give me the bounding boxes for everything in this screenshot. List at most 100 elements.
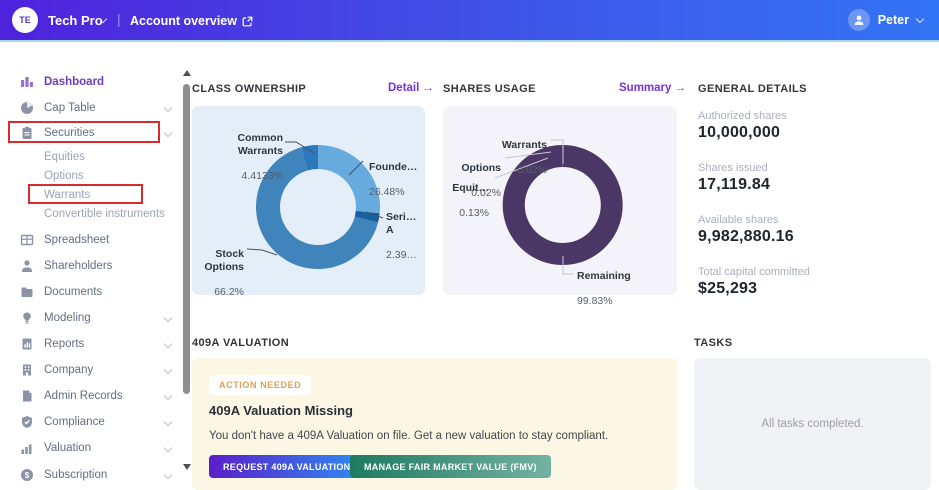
sidebar-item-shareholders[interactable]: Shareholders xyxy=(0,257,180,275)
shares-usage-summary-link[interactable]: Summary → xyxy=(619,82,687,94)
compliance-icon xyxy=(20,415,34,429)
modeling-icon xyxy=(20,311,34,325)
manage-fmv-button[interactable]: MANAGE FAIR MARKET VALUE (FMV) xyxy=(350,455,551,478)
sidebar-item-modeling[interactable]: Modeling xyxy=(0,309,180,327)
cap-table-icon xyxy=(20,101,34,115)
chevron-down-icon xyxy=(163,365,173,375)
donut-slice-remaining xyxy=(502,145,623,265)
chevron-down-icon xyxy=(163,443,173,453)
chevron-down-icon xyxy=(163,391,173,401)
stat-value: 17,119.84 xyxy=(698,176,771,193)
sidebar-item-documents[interactable]: Documents xyxy=(0,283,180,301)
user-name: Peter xyxy=(877,13,909,27)
user-menu[interactable]: Peter xyxy=(847,9,925,31)
chevron-down-icon xyxy=(163,339,173,349)
sidebar-item-valuation[interactable]: Valuation xyxy=(0,439,180,457)
valuation-409a-card: ACTION NEEDED 409A Valuation Missing You… xyxy=(192,358,677,490)
subscription-icon: $ xyxy=(20,468,34,482)
sidebar-item-admin-records[interactable]: Admin Records xyxy=(0,387,180,405)
valuation-icon xyxy=(20,441,34,455)
shares-usage-donut-chart xyxy=(494,139,623,275)
topbar-accent-line xyxy=(0,40,939,42)
stat-label: Authorized shares xyxy=(698,110,787,122)
topbar-divider: | xyxy=(117,11,121,27)
sidebar-item-convertible-instruments[interactable]: Convertible instruments xyxy=(44,208,165,220)
shares-usage-card: Warrants 0.02% Options 0.02% Equit… 0.13… xyxy=(443,106,677,307)
donut-label-series-a: Seri… A 2.39… xyxy=(386,211,417,261)
sidebar-item-warrants[interactable]: Warrants xyxy=(44,189,91,201)
account-overview-label: Account overview xyxy=(130,14,237,28)
shareholders-icon xyxy=(20,259,34,273)
chevron-down-icon xyxy=(163,417,173,427)
class-ownership-detail-link[interactable]: Detail → xyxy=(388,82,435,94)
tasks-heading: TASKS xyxy=(694,337,733,349)
sidebar-item-subscription[interactable]: $ Subscription xyxy=(0,466,180,484)
tasks-card: All tasks completed. xyxy=(694,358,931,490)
chevron-down-icon xyxy=(163,103,173,113)
user-avatar-icon xyxy=(847,9,870,31)
stat-value: 9,982,880.16 xyxy=(698,228,794,245)
topbar: TE Tech Pro | Account overview Peter xyxy=(0,0,939,40)
donut-label-equities: Equit… 0.13% xyxy=(452,182,489,220)
donut-label-stock-options: Stock Options 66.2% xyxy=(204,248,244,298)
account-overview-link[interactable]: Account overview xyxy=(130,14,253,28)
donut-label-common-warrants: Common Warrants 4.4133% xyxy=(237,132,284,182)
company-icon xyxy=(20,363,34,377)
reports-icon xyxy=(20,337,34,351)
sidebar-item-securities[interactable]: Securities xyxy=(0,124,180,142)
donut-label-remaining: Remaining 99.83% xyxy=(577,270,631,308)
class-ownership-card: Common Warrants 4.4133% Founde… 26.48% S… xyxy=(192,106,425,298)
class-ownership-donut-chart xyxy=(246,141,384,269)
general-details-heading: GENERAL DETAILS xyxy=(698,83,807,95)
sidebar-item-company[interactable]: Company xyxy=(0,361,180,379)
donut-label-warrants: Warrants 0.02% xyxy=(501,139,547,177)
action-needed-badge: ACTION NEEDED xyxy=(209,375,312,395)
donut-slice-stock-options xyxy=(255,147,379,269)
scrollbar-thumb[interactable] xyxy=(183,84,190,394)
request-409a-valuation-button[interactable]: REQUEST 409A VALUATION xyxy=(209,455,365,478)
stat-label: Total capital committed xyxy=(698,266,810,278)
class-ownership-heading: CLASS OWNERSHIP xyxy=(192,83,307,95)
chevron-down-icon xyxy=(915,14,925,24)
valuation-missing-body: You don't have a 409A Valuation on file.… xyxy=(209,430,609,442)
donut-label-options: Options 0.02% xyxy=(461,162,501,200)
sidebar-item-reports[interactable]: Reports xyxy=(0,335,180,353)
company-switcher[interactable]: Tech Pro xyxy=(48,13,103,28)
annotation-box-warrants xyxy=(28,184,143,204)
valuation-409a-heading: 409A VALUATION xyxy=(192,337,290,349)
dashboard-icon xyxy=(20,75,34,89)
donut-slice-founders xyxy=(318,145,380,214)
annotation-box-securities xyxy=(8,121,160,143)
securities-icon xyxy=(20,126,34,140)
admin-records-icon xyxy=(20,389,34,403)
company-avatar[interactable]: TE xyxy=(12,7,38,33)
documents-icon xyxy=(20,285,34,299)
donut-slice-common-warrants xyxy=(300,145,318,171)
external-link-icon xyxy=(242,16,253,27)
arrow-right-icon: → xyxy=(674,82,687,94)
donut-label-founders: Founde… 26.48% xyxy=(369,161,418,199)
chevron-down-icon xyxy=(163,128,173,138)
sidebar-item-spreadsheet[interactable]: Spreadsheet xyxy=(0,231,180,249)
chevron-down-icon xyxy=(163,470,173,480)
chevron-down-icon xyxy=(163,313,173,323)
svg-text:$: $ xyxy=(25,471,30,480)
sidebar-item-dashboard[interactable]: Dashboard xyxy=(0,73,180,91)
stat-label: Shares issued xyxy=(698,162,768,174)
scrollbar-down-arrow[interactable] xyxy=(183,464,191,470)
stat-value: 10,000,000 xyxy=(698,124,781,141)
valuation-missing-title: 409A Valuation Missing xyxy=(209,403,354,418)
spreadsheet-icon xyxy=(20,233,34,247)
donut-slice-series-a xyxy=(354,210,380,223)
sidebar-item-equities[interactable]: Equities xyxy=(44,151,85,163)
scrollbar-up-arrow[interactable] xyxy=(183,70,191,76)
arrow-right-icon: → xyxy=(422,82,435,94)
sidebar-item-cap-table[interactable]: Cap Table xyxy=(0,99,180,117)
sidebar-item-compliance[interactable]: Compliance xyxy=(0,413,180,431)
tasks-empty-message: All tasks completed. xyxy=(761,418,864,430)
stat-value: $25,293 xyxy=(698,280,758,297)
stat-label: Available shares xyxy=(698,214,779,226)
sidebar-item-options[interactable]: Options xyxy=(44,170,84,182)
shares-usage-heading: SHARES USAGE xyxy=(443,83,536,95)
